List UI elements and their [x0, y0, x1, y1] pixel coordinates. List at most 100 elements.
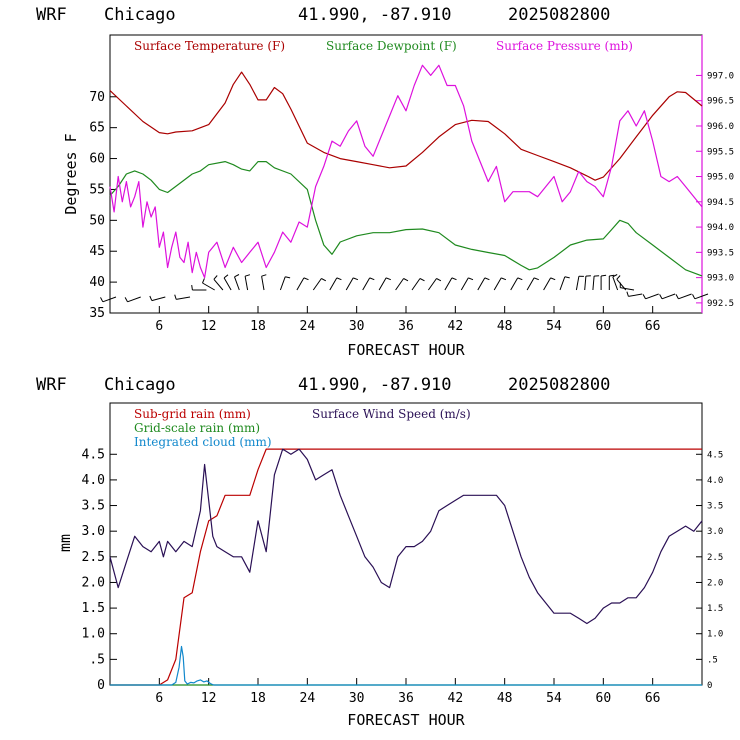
y2-tick-label: 2.0 — [707, 578, 723, 588]
bottom-y-axis-label: mm — [56, 534, 74, 552]
y2-tick-label: 4.0 — [707, 476, 723, 486]
temperature-panel: 6 12 18 24 30 36 42 48 54 60 66 35 40 45 50 55 60 65 70 9… — [62, 34, 734, 359]
x-tick-label: 30 — [349, 691, 365, 706]
wind-barbs — [100, 274, 709, 303]
bottom-header: WRF Chicago 41.990, -87.910 2025082800 — [36, 375, 610, 395]
wind-barb — [191, 285, 207, 291]
top-x-axis-label: FORECAST HOUR — [347, 341, 465, 359]
header-location-2: Chicago — [104, 375, 176, 395]
wind-barb — [213, 275, 224, 291]
wind-barb — [345, 277, 359, 291]
wind-barb — [493, 277, 507, 291]
y2-tick-label: 996.0 — [707, 122, 734, 132]
legend-integrated-cloud: Integrated cloud (mm) — [134, 435, 272, 449]
y-tick-label: 2.5 — [82, 550, 105, 565]
wind-barb — [460, 277, 474, 291]
y2-tick-label: 992.5 — [707, 299, 734, 309]
header-run-2: 2025082800 — [508, 375, 610, 395]
bottom-legend: Sub-grid rain (mm) Grid-scale rain (mm) … — [134, 407, 471, 449]
y2-tick-label: .5 — [707, 655, 718, 665]
y-tick-label: 3.5 — [82, 499, 105, 514]
top-y2-ticks: 992.5 993.0 993.5 994.0 994.5 995.0 995.5 996.0… — [696, 71, 734, 309]
x-tick-label: 12 — [201, 319, 217, 334]
x-tick-label: 60 — [596, 691, 612, 706]
top-x-ticks: 6 12 18 24 30 36 42 48 54 60 66 — [155, 306, 660, 334]
y-tick-label: 70 — [89, 90, 105, 105]
x-tick-label: 60 — [596, 319, 612, 334]
bottom-x-ticks: 6 12 18 24 30 36 42 48 54 60 66 — [155, 678, 660, 706]
y2-tick-label: 3.5 — [707, 502, 723, 512]
y2-tick-label: 995.0 — [707, 173, 734, 183]
y-tick-label: 1.0 — [82, 627, 105, 642]
y2-tick-label: 993.0 — [707, 274, 734, 284]
y2-tick-label: 994.0 — [707, 223, 734, 233]
x-tick-label: 48 — [497, 691, 513, 706]
header-model: WRF — [36, 5, 67, 25]
x-tick-label: 66 — [645, 691, 661, 706]
wind-barb — [526, 277, 539, 291]
wind-barb — [223, 274, 232, 291]
wind-barb — [395, 278, 409, 291]
series-line-2 — [110, 645, 702, 686]
wind-barb — [444, 277, 457, 291]
bottom-y-ticks: 0 .5 1.0 1.5 2.0 2.5 3.0 3.5 4.0 4.5 — [82, 447, 117, 693]
wind-barb — [149, 295, 166, 302]
series-line-0 — [109, 71, 703, 181]
wind-barb — [296, 277, 309, 291]
wind-barb — [659, 293, 676, 300]
y-tick-label: 3.0 — [82, 524, 105, 539]
wind-barb — [427, 278, 442, 291]
x-tick-label: 18 — [250, 319, 266, 334]
legend-temperature: Surface Temperature (F) — [134, 39, 285, 53]
legend-dewpoint: Surface Dewpoint (F) — [326, 39, 457, 53]
header-coords-2: 41.990, -87.910 — [298, 375, 452, 395]
y2-tick-label: 995.5 — [707, 147, 734, 157]
header-run: 2025082800 — [508, 5, 610, 25]
wind-barb — [510, 277, 523, 291]
wind-barb — [244, 274, 251, 291]
y-tick-label: 35 — [89, 306, 105, 321]
legend-subgrid-rain: Sub-grid rain (mm) — [134, 407, 251, 421]
x-tick-label: 36 — [398, 319, 414, 334]
x-tick-label: 6 — [155, 691, 163, 706]
wind-barb — [608, 274, 615, 290]
wind-barb — [600, 274, 607, 290]
top-series — [109, 64, 703, 279]
wind-barb — [100, 296, 117, 303]
wind-barb — [378, 277, 391, 291]
wind-barb — [575, 275, 584, 291]
y2-tick-label: 994.5 — [707, 198, 734, 208]
precip-panel: 6 12 18 24 30 36 42 48 54 60 66 0 .5 1.0 1.5 2.0 2.5 3.0… — [56, 402, 723, 729]
y2-tick-label: 3.0 — [707, 527, 723, 537]
y-tick-label: 4.5 — [82, 447, 105, 462]
series-line-1 — [109, 161, 703, 277]
y2-tick-label: 996.5 — [707, 97, 734, 107]
x-tick-label: 30 — [349, 319, 365, 334]
x-tick-label: 42 — [448, 691, 464, 706]
y2-tick-label: 1.0 — [707, 630, 723, 640]
legend-wind-speed: Surface Wind Speed (m/s) — [312, 407, 471, 421]
header-coords: 41.990, -87.910 — [298, 5, 452, 25]
x-tick-label: 6 — [155, 319, 163, 334]
x-tick-label: 54 — [546, 691, 562, 706]
y2-tick-label: 4.5 — [707, 450, 723, 460]
x-tick-label: 66 — [645, 319, 661, 334]
wind-barb — [411, 278, 425, 291]
y-tick-label: 45 — [89, 244, 105, 259]
wind-barb — [329, 277, 342, 291]
wind-barb — [477, 277, 490, 291]
y-tick-label: 40 — [89, 275, 105, 290]
x-tick-label: 54 — [546, 319, 562, 334]
legend-pressure: Surface Pressure (mb) — [496, 39, 633, 53]
bottom-series — [109, 448, 703, 686]
wind-barb — [234, 274, 240, 291]
wind-barb — [124, 296, 141, 303]
y2-tick-label: 2.5 — [707, 553, 723, 563]
legend-gridscale-rain: Grid-scale rain (mm) — [134, 421, 260, 435]
wind-barb — [261, 274, 267, 291]
wind-barb — [642, 293, 659, 300]
x-tick-label: 42 — [448, 319, 464, 334]
top-plot-frame — [109, 34, 703, 314]
top-y-ticks: 35 40 45 50 55 60 65 70 — [89, 90, 117, 321]
y-tick-label: 65 — [89, 121, 105, 136]
